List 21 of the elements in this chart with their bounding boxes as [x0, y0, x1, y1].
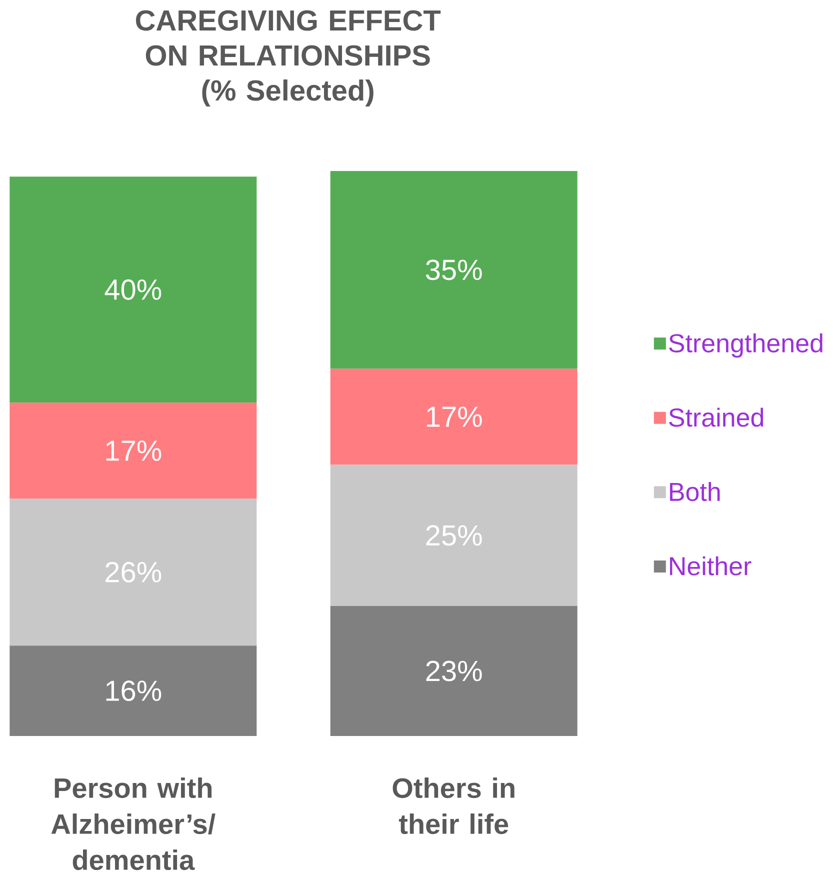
bar: [10, 402, 257, 499]
bar: [330, 368, 578, 465]
data-label: 17%: [106, 440, 162, 461]
data-label: 40%: [104, 279, 162, 300]
bar: [330, 170, 578, 369]
chart-title: CAREGIVING EFFECT ON RELATIONSHIPS (% Selected): [136, 10, 441, 106]
bar: [330, 464, 578, 606]
data-label: 17%: [427, 406, 482, 427]
legend-label: Neither: [670, 556, 752, 576]
bar: [10, 176, 257, 403]
x-tick-label: Others in their life: [392, 778, 514, 834]
x-tick-label: Person with Alzheimer’s/ dementia: [51, 778, 216, 870]
bar: [330, 606, 578, 736]
bar: [10, 646, 257, 736]
legend-label: Strained: [669, 408, 764, 427]
data-label: 35%: [426, 260, 482, 280]
data-label: 16%: [106, 680, 162, 702]
bar: [10, 498, 257, 646]
data-label: 23%: [426, 660, 482, 682]
legend-label: Strengthened: [669, 333, 822, 358]
legend-label: Both: [670, 482, 720, 502]
